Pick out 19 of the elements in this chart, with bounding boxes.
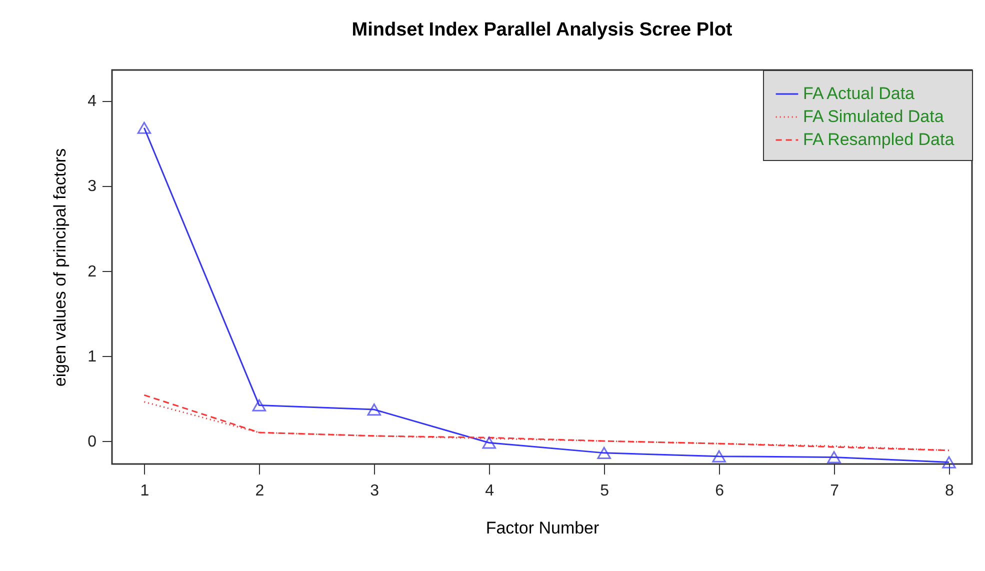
- y-tick-label: 2: [88, 263, 97, 280]
- x-tick-label: 7: [830, 482, 840, 500]
- legend-label: FA Actual Data: [803, 84, 916, 103]
- legend-label: FA Simulated Data: [803, 107, 944, 126]
- x-tick-label: 4: [485, 482, 494, 500]
- legend-label: FA Resampled Data: [803, 130, 955, 149]
- x-tick-label: 8: [945, 482, 954, 500]
- x-tick-label: 5: [600, 482, 610, 500]
- y-tick-label: 0: [88, 434, 97, 451]
- x-axis-title: Factor Number: [486, 518, 600, 538]
- x-tick-label: 2: [255, 482, 264, 500]
- y-axis-title: eigen values of principal factors: [50, 148, 70, 387]
- chart-title: Mindset Index Parallel Analysis Scree Plot: [352, 20, 733, 40]
- y-tick-label: 4: [88, 93, 97, 110]
- x-tick-label: 3: [370, 482, 380, 500]
- x-tick-label: 1: [140, 482, 150, 500]
- y-tick-label: 1: [88, 348, 97, 366]
- x-tick-label: 6: [715, 482, 724, 500]
- y-tick-label: 3: [88, 178, 97, 196]
